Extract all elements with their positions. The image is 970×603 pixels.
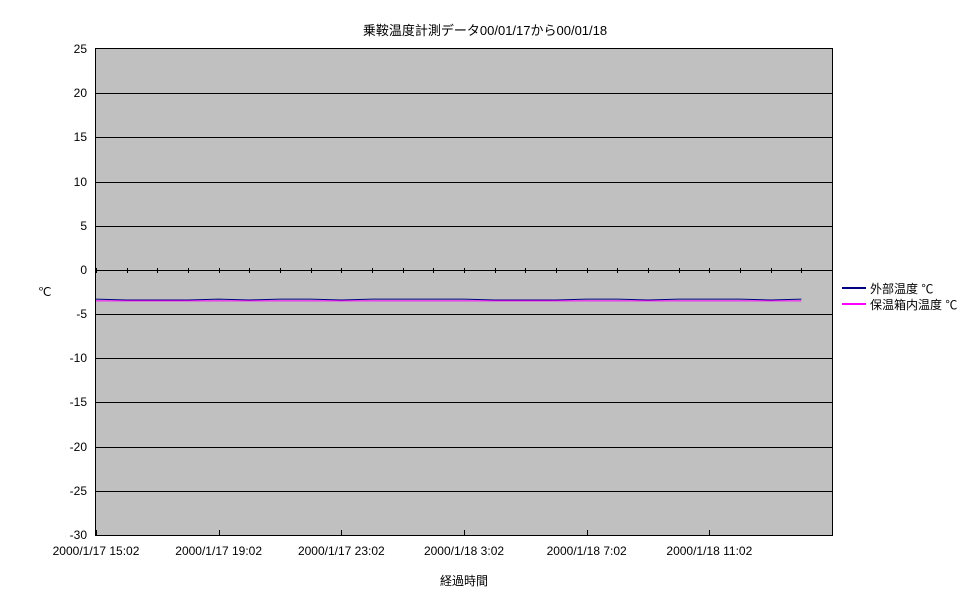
series-lines xyxy=(96,49,832,535)
y-tick-label: 10 xyxy=(47,175,87,189)
y-tick-label: -20 xyxy=(47,440,87,454)
legend-item-0: 外部温度 ℃ xyxy=(842,280,957,296)
x-axis-label: 経過時間 xyxy=(95,572,833,589)
y-tick-label: -5 xyxy=(47,307,87,321)
y-tick-label: -30 xyxy=(47,528,87,542)
y-tick-label: 20 xyxy=(47,86,87,100)
chart-title: 乗鞍温度計測データ00/01/17から00/01/18 xyxy=(0,20,970,39)
legend: 外部温度 ℃ 保温箱内温度 ℃ xyxy=(842,280,957,312)
chart-page: 乗鞍温度計測データ00/01/17から00/01/18 ℃ -30 -25 -20 -… xyxy=(0,0,970,603)
y-axis-label: ℃ xyxy=(38,285,51,299)
x-tick-label: 2000/1/17 19:02 xyxy=(175,544,262,558)
y-tick-label: -15 xyxy=(47,395,87,409)
x-tick-label: 2000/1/17 15:02 xyxy=(53,544,140,558)
y-tick-label: 25 xyxy=(47,42,87,56)
y-tick-label: -10 xyxy=(47,351,87,365)
legend-swatch-1 xyxy=(842,303,866,305)
legend-item-1: 保温箱内温度 ℃ xyxy=(842,296,957,312)
y-tick-label: 15 xyxy=(47,130,87,144)
series-line-0 xyxy=(96,299,801,300)
legend-label-1: 保温箱内温度 ℃ xyxy=(870,296,957,313)
x-tick-label: 2000/1/18 7:02 xyxy=(547,544,627,558)
y-tick-label: 5 xyxy=(47,219,87,233)
x-tick-label: 2000/1/18 3:02 xyxy=(424,544,504,558)
legend-label-0: 外部温度 ℃ xyxy=(870,280,933,297)
tick-minor-x xyxy=(832,268,833,273)
x-tick-label: 2000/1/18 11:02 xyxy=(666,544,752,558)
y-tick-label: -25 xyxy=(47,484,87,498)
legend-swatch-0 xyxy=(842,287,866,289)
x-tick-label: 2000/1/17 23:02 xyxy=(298,544,385,558)
plot-area xyxy=(95,48,833,536)
y-tick-label: 0 xyxy=(47,263,87,277)
